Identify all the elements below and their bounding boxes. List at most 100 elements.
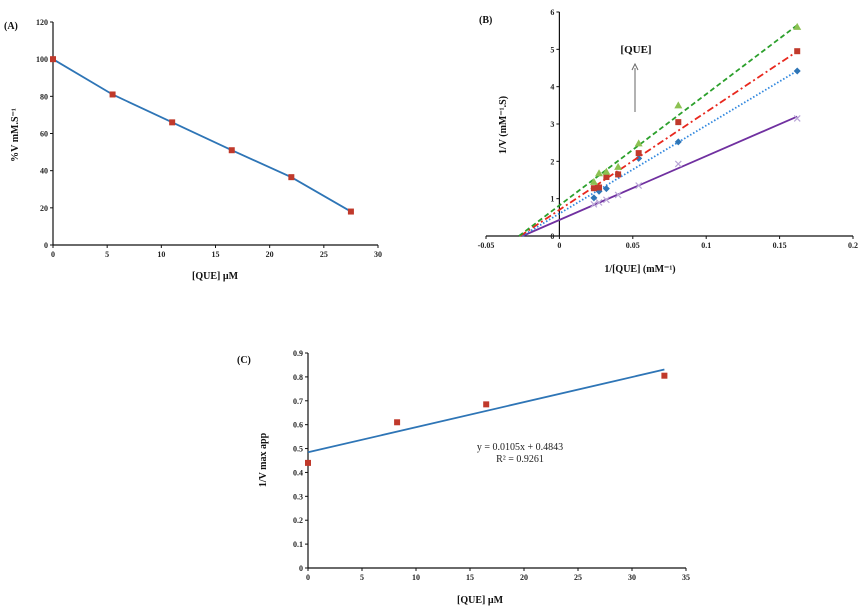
panel-b-x-tick-label: 0.15 <box>773 241 787 250</box>
panel-a-x-tick-label: 0 <box>51 250 55 259</box>
panel-c-y-tick-label: 0.6 <box>293 421 303 430</box>
panel-a-y-tick-label: 80 <box>40 92 48 101</box>
panel-a-x-tick-label: 10 <box>157 250 165 259</box>
panel-c-x-tick-label: 35 <box>682 573 690 582</box>
panel-b-data-point-square <box>635 150 642 157</box>
panel-c-x-tick-label: 0 <box>306 573 310 582</box>
panel-b-data-point-cross <box>590 200 598 208</box>
panel-b-data-point-square <box>590 185 597 192</box>
panel-b-y-tick-label: 5 <box>550 45 554 54</box>
panel-b-data-point-square <box>596 184 603 191</box>
panel-a-x-tick-label: 30 <box>374 250 382 259</box>
panel-b-data-point-square <box>615 171 622 178</box>
panel-b-data-point-triangle <box>614 162 623 170</box>
panel-b-x-tick-label: 0.1 <box>701 241 711 250</box>
panel-b-y-tick-label: 2 <box>550 157 554 166</box>
panel-b-data-point-cross <box>595 198 603 206</box>
panel-a-plot: 0 5 10 15 20 25 30 0 20 40 60 80 100 120 <box>36 18 382 259</box>
panel-b-data-point-cross <box>614 191 622 199</box>
panel-b-data-point-triangle <box>793 22 802 30</box>
panel-c-x-tick-label: 5 <box>360 573 364 582</box>
panel-b-data-point-cross <box>674 160 682 168</box>
panel-b-xlabel: 1/[QUE] (mM⁻¹) <box>604 264 675 275</box>
panel-b-data-point-triangle <box>589 177 598 185</box>
panel-b-annotation: [QUE] <box>620 44 651 56</box>
panel-b-y-tick-label: 1 <box>550 195 554 204</box>
panel-b-x-tick-label: 0.2 <box>848 241 858 250</box>
panel-a-y-tick-label: 120 <box>36 18 48 27</box>
panel-c-y-tick-label: 0.4 <box>293 468 303 477</box>
panel-b-y-tick-label: 6 <box>550 8 554 17</box>
panel-a-ylabel: %V mM.S⁻¹ <box>10 108 21 162</box>
panel-b-data-point-diamond <box>793 67 801 75</box>
panel-c-y-tick-label: 0.9 <box>293 349 303 358</box>
panel-b-fit-line-triangle <box>518 24 798 237</box>
panel-c-equation: y = 0.0105x + 0.4843 <box>477 442 563 453</box>
panel-b-data-point-square <box>603 174 610 181</box>
panel-c-y-tick-label: 0.3 <box>293 492 303 501</box>
panel-b-data-point-triangle <box>674 101 683 109</box>
panel-a-data-point <box>109 91 116 98</box>
panel-a-data-point <box>228 147 235 154</box>
panel-b-data-point-triangle <box>602 167 611 175</box>
panel-c-x-tick-label: 30 <box>628 573 636 582</box>
panel-c-r-squared: R² = 0.9261 <box>496 454 544 465</box>
panel-c-data-point <box>305 459 311 466</box>
panel-c-x-tick-label: 20 <box>520 573 528 582</box>
panel-b-fit-line-diamond <box>521 70 798 237</box>
panel-a-x-tick-label: 15 <box>212 250 220 259</box>
panel-c-x-tick-label: 10 <box>412 573 420 582</box>
panel-b-data-point-triangle <box>634 139 643 147</box>
panel-c-x-tick-label: 25 <box>574 573 582 582</box>
panel-a-y-tick-label: 60 <box>40 130 48 139</box>
panel-a-series-line <box>52 58 352 213</box>
panel-c-label: (C) <box>237 355 251 366</box>
panel-b-ylabel: 1/V (mM⁻¹.S) <box>498 96 509 154</box>
panel-a-y-tick-label: 20 <box>40 204 48 213</box>
panel-b-data-point-square <box>794 48 801 55</box>
panel-b-x-tick-label: -0.05 <box>478 241 495 250</box>
panel-b-data-point-cross <box>602 196 610 204</box>
panel-c-ylabel: 1/V max app <box>258 432 269 487</box>
panel-a-data-point <box>347 208 354 215</box>
panel-a-xlabel: [QUE] µM <box>192 271 239 282</box>
panel-b-data-point-cross <box>793 114 801 122</box>
panel-b-data-point-diamond <box>674 138 682 146</box>
panel-b-label: (B) <box>479 15 492 26</box>
panel-c-y-tick-label: 0.1 <box>293 540 303 549</box>
panel-b-y-tick-label: 0 <box>550 232 554 241</box>
panel-a-data-point <box>169 119 176 126</box>
panel-a-y-tick-label: 40 <box>40 167 48 176</box>
panel-b-data-point-square <box>675 119 682 126</box>
panel-c-plot: 0 5 10 15 20 25 30 35 0 0.1 0.2 0.3 0.4 0.5 0.6 0.7 0.8 0… <box>293 349 690 582</box>
panel-b-data-point-triangle <box>595 169 604 177</box>
panel-b-x-tick-label: 0.05 <box>626 241 640 250</box>
panel-b-x-tick-label: 0 <box>557 241 561 250</box>
panel-a-y-tick-label: 100 <box>36 55 48 64</box>
panel-b-data-point-cross <box>635 182 643 190</box>
panel-b-data-point-diamond <box>635 154 643 162</box>
panel-c-data-point <box>483 401 490 408</box>
panel-a-x-tick-label: 25 <box>320 250 328 259</box>
panel-b-fit-line-square <box>519 50 798 237</box>
panel-b-data-point-diamond <box>590 194 598 202</box>
panel-a-y-tick-label: 0 <box>44 241 48 250</box>
panel-b-y-tick-label: 3 <box>550 120 554 129</box>
panel-c-data-point <box>661 372 668 379</box>
panel-c-data-point <box>394 419 401 426</box>
panel-c-y-tick-label: 0.2 <box>293 516 303 525</box>
increase-arrow-icon <box>631 62 639 112</box>
panel-a-x-tick-label: 5 <box>105 250 109 259</box>
panel-c-x-tick-label: 15 <box>466 573 474 582</box>
panel-c-y-tick-label: 0 <box>299 564 303 573</box>
panel-c-xlabel: [QUE] µM <box>457 595 504 606</box>
panel-c-trendline <box>307 368 665 454</box>
panel-c-y-tick-label: 0.8 <box>293 373 303 382</box>
panel-a-data-point <box>50 56 56 63</box>
panel-a-x-tick-label: 20 <box>266 250 274 259</box>
panel-b-plot: -0.05 0 0.05 0.1 0.15 0.2 0 1 2 3 4 5 6 <box>478 8 858 250</box>
panel-c-y-tick-label: 0.5 <box>293 445 303 454</box>
panel-b-y-tick-label: 4 <box>550 83 554 92</box>
panel-b-data-point-diamond <box>602 185 610 193</box>
